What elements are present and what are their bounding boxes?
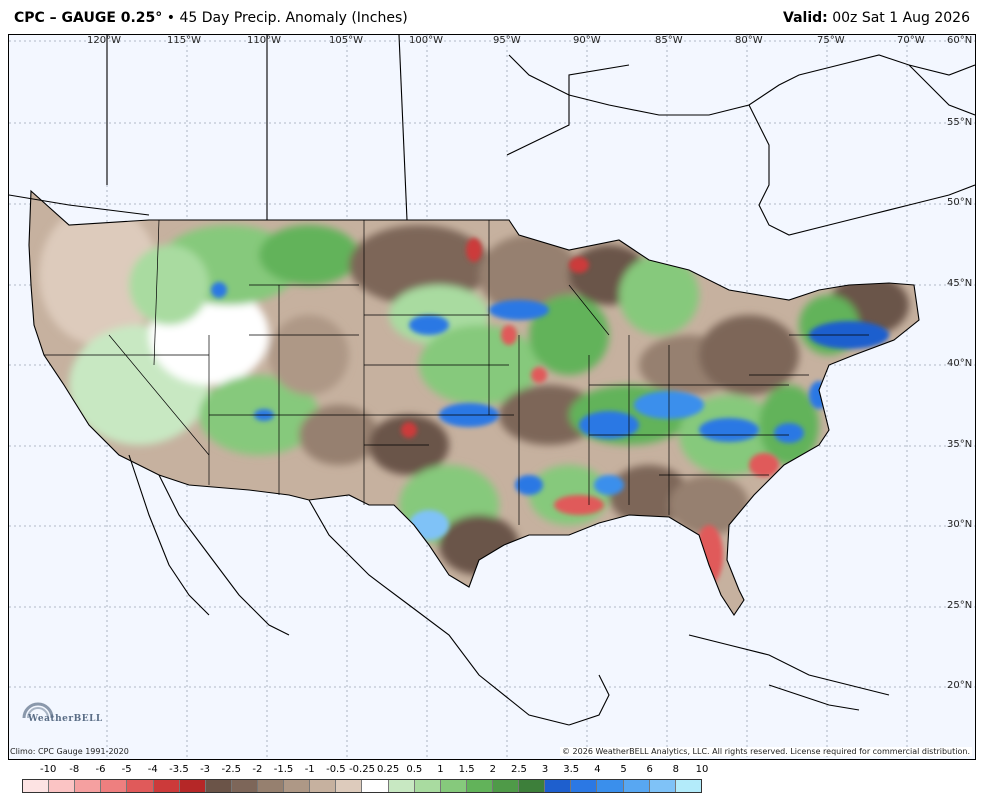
legend-bar	[22, 779, 702, 793]
legend-swatch	[649, 780, 676, 792]
legend-label: -1	[304, 764, 315, 775]
copyright-note: © 2026 WeatherBELL Analytics, LLC. All r…	[560, 747, 972, 756]
legend-label: 1	[437, 764, 444, 775]
legend-label: -10	[39, 764, 57, 775]
lat-label: 60°N	[947, 35, 973, 46]
legend-swatch	[675, 780, 701, 792]
product-name: 45 Day Precip. Anomaly (Inches)	[179, 10, 408, 26]
lon-label: 85°W	[655, 35, 683, 46]
legend-label: -2.5	[221, 764, 241, 775]
legend-swatch	[153, 780, 180, 792]
lat-label: 30°N	[947, 519, 973, 530]
legend-swatch	[519, 780, 546, 792]
anomaly-field	[29, 191, 919, 615]
precip-anomaly-map: 120°W 115°W 110°W 105°W 100°W 95°W 90°W …	[8, 34, 976, 760]
legend-swatch	[284, 780, 311, 792]
legend-swatch	[545, 780, 572, 792]
legend-swatch	[49, 780, 76, 792]
valid-time-value: 00z Sat 1 Aug 2026	[832, 10, 970, 26]
lon-label: 95°W	[493, 35, 521, 46]
lat-label: 40°N	[947, 358, 973, 369]
legend-labels: -10 -8 -6 -5 -4 -3.5 -3 -2.5 -2 -1.5 -1 -0.5 -0.25 0.…	[22, 764, 708, 778]
legend-label: -5	[121, 764, 132, 775]
legend-swatch	[388, 780, 415, 792]
map-title: CPC – GAUGE 0.25° • 45 Day Precip. Anoma…	[14, 10, 408, 26]
legend-label: 10	[695, 764, 709, 775]
lat-label: 50°N	[947, 197, 973, 208]
legend-label: -6	[95, 764, 106, 775]
legend-label: 0.25	[377, 764, 400, 775]
legend-swatch	[127, 780, 154, 792]
lon-label: 120°W	[87, 35, 121, 46]
map-canvas	[9, 35, 975, 759]
legend-label: -2	[252, 764, 263, 775]
climo-note: Climo: CPC Gauge 1991-2020	[10, 747, 129, 756]
legend-swatch	[231, 780, 258, 792]
title-bullet: •	[166, 10, 176, 26]
legend-swatch	[440, 780, 467, 792]
legend-label: -1.5	[273, 764, 294, 775]
lon-label: 105°W	[329, 35, 363, 46]
swirl-icon	[22, 702, 54, 719]
coastlines	[9, 35, 975, 726]
legend-swatch	[205, 780, 232, 792]
legend-label: -8	[69, 764, 80, 775]
legend-label: -0.5	[326, 764, 346, 775]
legend-label: 5	[620, 764, 627, 775]
legend-label: 2	[489, 764, 496, 775]
lat-label: 45°N	[947, 278, 973, 289]
valid-label: Valid:	[783, 10, 828, 26]
lon-label: 115°W	[167, 35, 201, 46]
legend-swatch	[623, 780, 650, 792]
legend-swatch	[75, 780, 102, 792]
weatherbell-logo: WeatherBELL	[12, 696, 102, 740]
legend-swatch	[492, 780, 520, 792]
legend-swatch	[336, 780, 363, 792]
legend-swatch	[23, 780, 50, 792]
lat-label: 25°N	[947, 600, 973, 611]
model-name: CPC – GAUGE 0.25°	[14, 10, 163, 26]
map-header: CPC – GAUGE 0.25° • 45 Day Precip. Anoma…	[0, 0, 984, 34]
lon-label: 90°W	[573, 35, 601, 46]
logo-text: WeatherBELL	[28, 714, 103, 724]
state-borders	[44, 219, 869, 525]
lat-label: 35°N	[947, 439, 973, 450]
legend-label: 6	[646, 764, 653, 775]
legend-label: 2.5	[510, 764, 527, 775]
legend-label: 1.5	[458, 764, 475, 775]
legend-label: -3	[200, 764, 211, 775]
legend-label: 0.5	[406, 764, 423, 775]
legend-swatch	[310, 780, 337, 792]
lat-label: 55°N	[947, 117, 973, 128]
legend-swatch	[597, 780, 624, 792]
lon-label: 100°W	[409, 35, 443, 46]
lon-label: 75°W	[817, 35, 845, 46]
legend-label: 3.5	[563, 764, 580, 775]
color-legend: -10 -8 -6 -5 -4 -3.5 -3 -2.5 -2 -1.5 -1 -0.5 -0.25 0.…	[22, 764, 708, 798]
legend-swatch	[179, 780, 206, 792]
legend-swatch	[362, 780, 389, 792]
legend-label: -4	[147, 764, 158, 775]
valid-time: Valid: 00z Sat 1 Aug 2026	[783, 10, 970, 26]
legend-swatch	[571, 780, 598, 792]
legend-label: -0.25	[349, 764, 375, 775]
legend-swatch	[101, 780, 128, 792]
legend-label: 8	[672, 764, 680, 775]
lat-label: 20°N	[947, 680, 973, 691]
legend-label: -3.5	[169, 764, 189, 775]
legend-label: 3	[541, 764, 549, 775]
legend-swatch	[414, 780, 441, 792]
lon-label: 80°W	[735, 35, 763, 46]
legend-label: 4	[594, 764, 601, 775]
lon-label: 70°W	[897, 35, 925, 46]
legend-swatch	[257, 780, 285, 792]
lon-label: 110°W	[247, 35, 281, 46]
legend-swatch	[466, 780, 493, 792]
